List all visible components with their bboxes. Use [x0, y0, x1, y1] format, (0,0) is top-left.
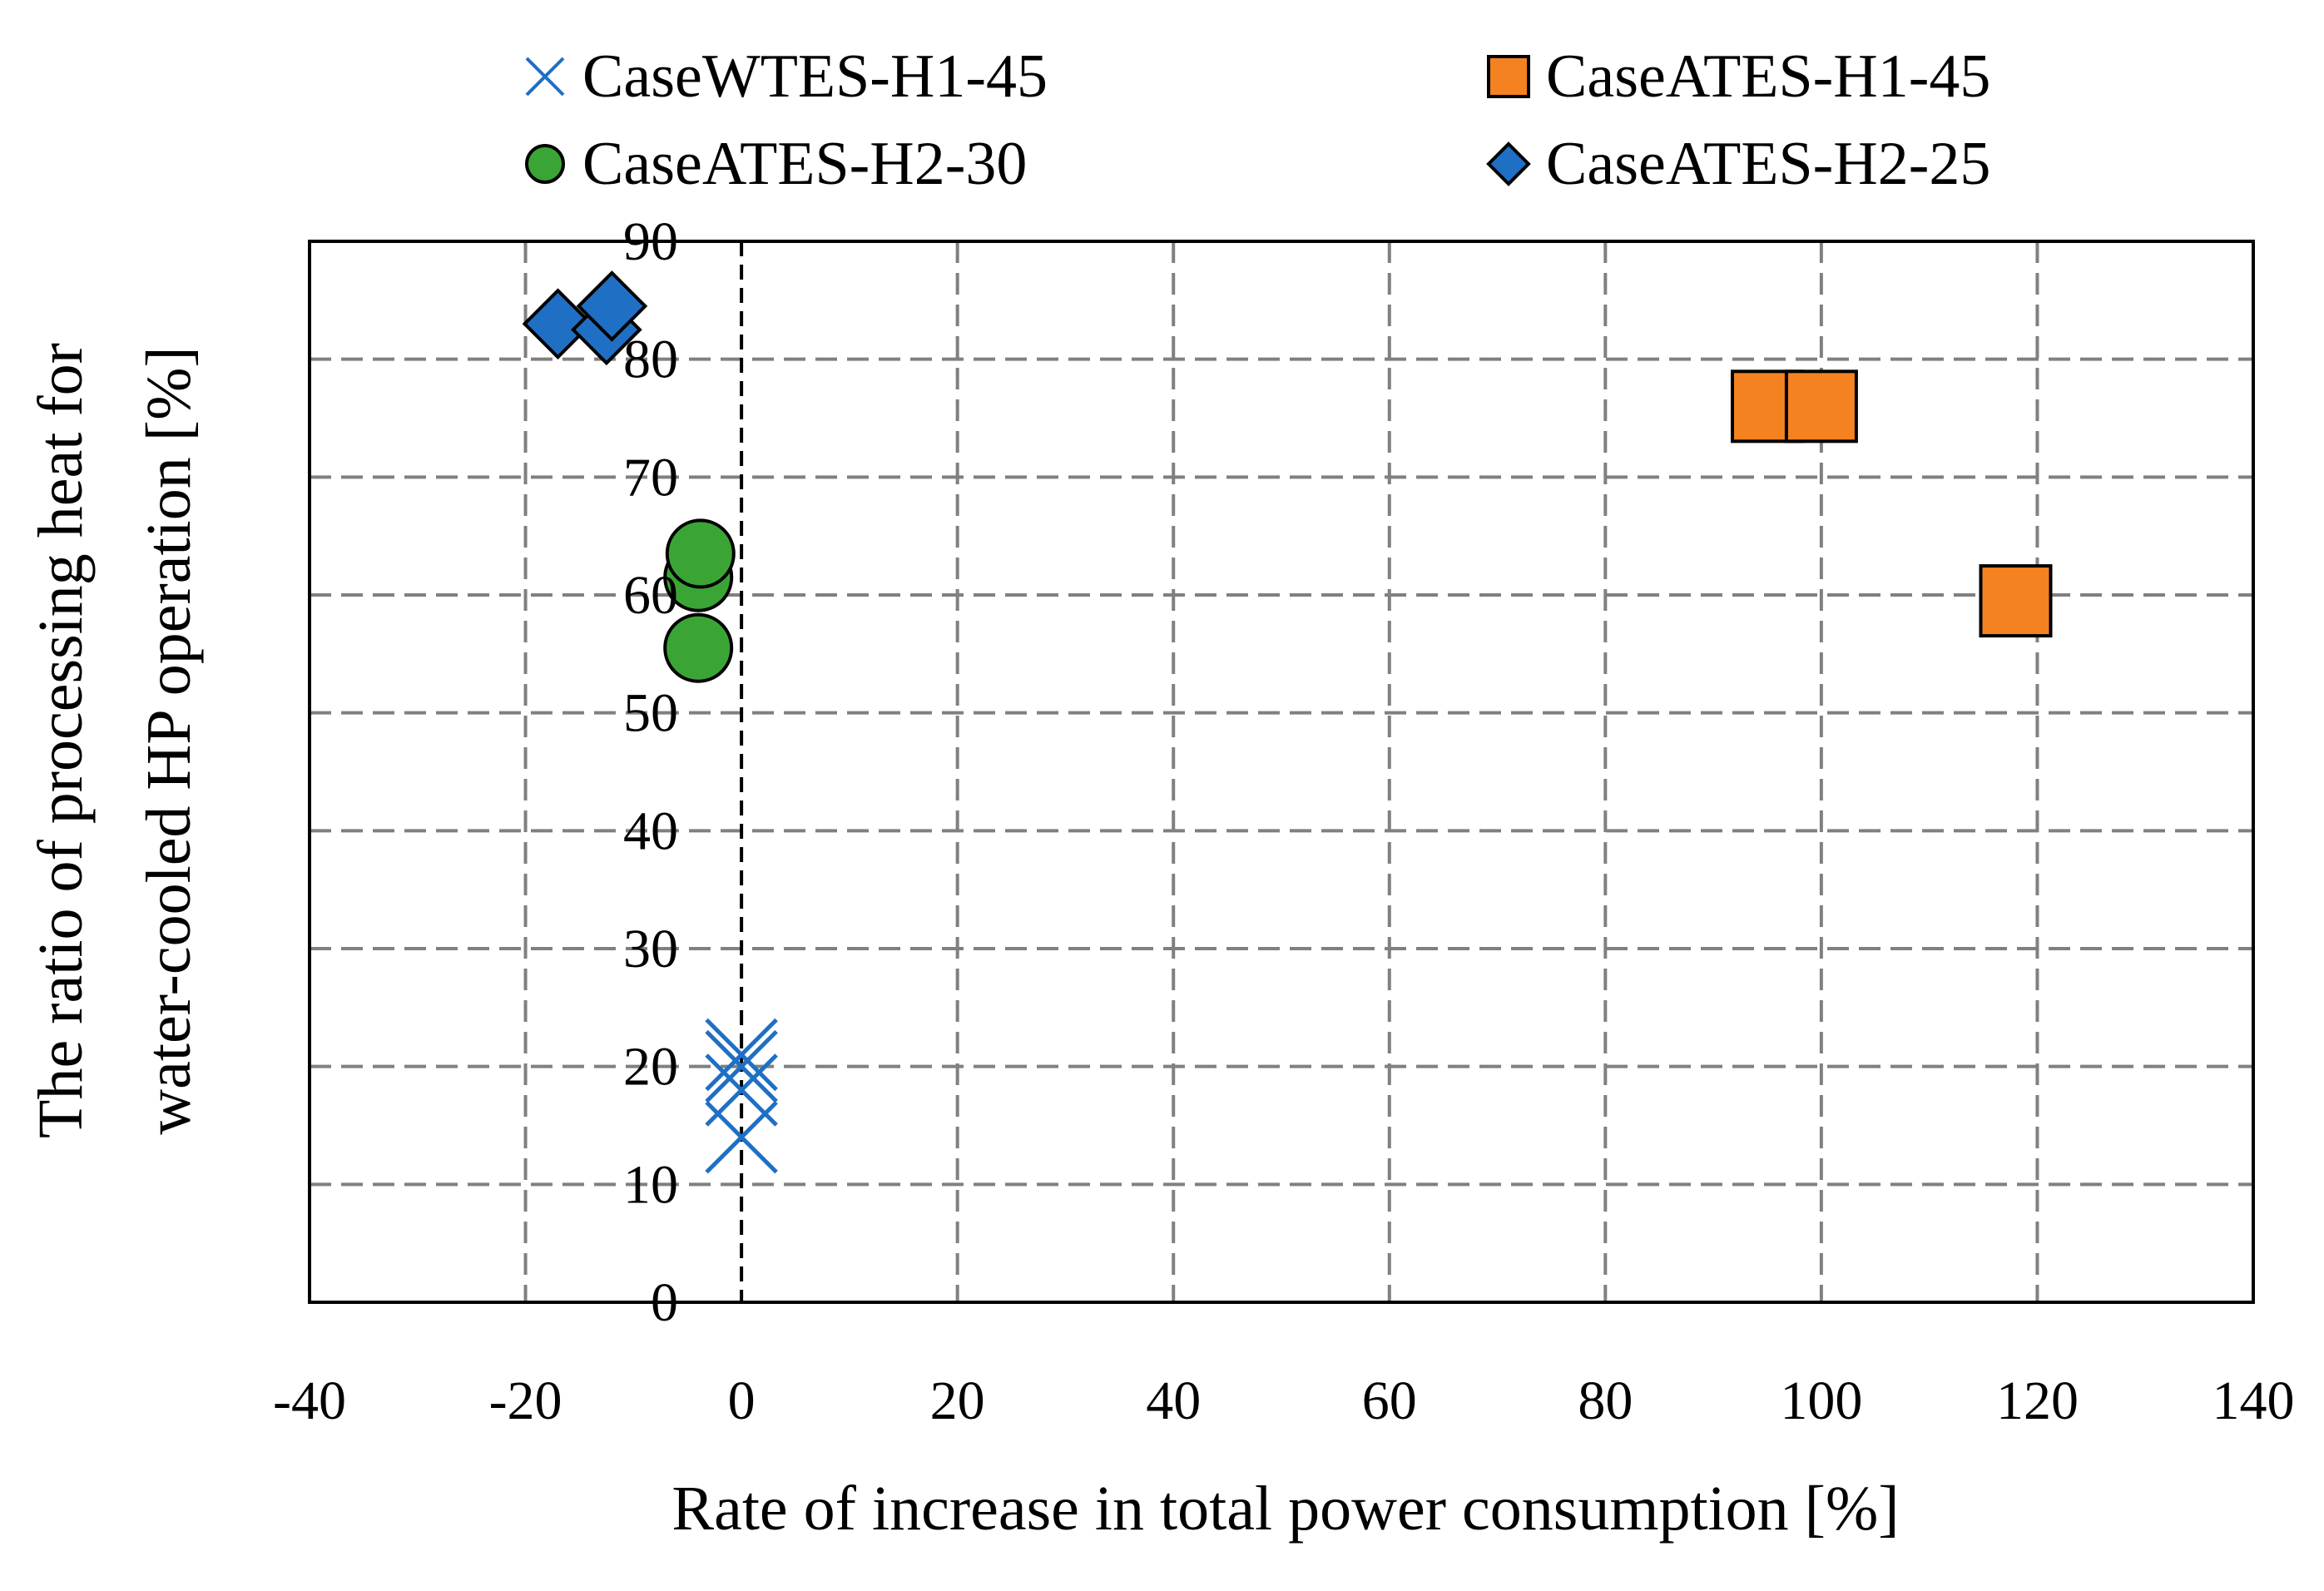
x-axis-label: Rate of increase in total power consumpt…: [671, 1474, 1899, 1544]
legend-marker: [525, 144, 565, 184]
x-tick-label: 40: [1146, 1370, 1201, 1431]
data-point: [705, 1029, 778, 1103]
y-tick-label: 90: [623, 211, 678, 272]
data-point: [522, 288, 594, 359]
series-CaseATES-H2-25: [522, 270, 648, 366]
y-tick-label: 20: [623, 1037, 678, 1098]
y-tick-label: 10: [623, 1154, 678, 1215]
x-tick-label: 120: [1996, 1370, 2079, 1431]
y-tick-label: 30: [623, 919, 678, 979]
data-point: [665, 518, 736, 589]
y-axis-label-line-1: The ratio of processing heat for: [26, 343, 96, 1138]
grid-lines: [310, 241, 2253, 1302]
y-tick-label: 70: [623, 447, 678, 508]
legend-label: CaseATES-H2-30: [582, 130, 1027, 198]
series-CaseATES-H2-30: [663, 518, 736, 683]
x-tick-label: -20: [489, 1370, 562, 1431]
x-tick-label: 20: [930, 1370, 985, 1431]
x-tick-labels: -40 -20 0 20 40 60 80 100 120 140: [273, 1370, 2294, 1431]
data-point: [705, 1053, 778, 1127]
x-tick-label: 60: [1362, 1370, 1417, 1431]
y-axis-label-line-2: water-cooled HP operation [%]: [134, 346, 204, 1134]
legend: CaseWTES-H1-45 CaseATES-H1-45 CaseATES-H2-…: [525, 42, 1990, 198]
legend-marker: [1487, 55, 1530, 98]
y-tick-label: 60: [623, 565, 678, 626]
series-CaseATES-H1-45: [1731, 369, 2053, 638]
data-point: [1979, 564, 2053, 638]
y-axis-label: The ratio of processing heat for water-c…: [26, 343, 204, 1138]
legend-marker: [525, 57, 565, 97]
x-tick-label: 140: [2213, 1370, 2295, 1431]
legend-entry: CaseATES-H2-30: [525, 130, 1027, 198]
data-points: [522, 270, 2053, 1174]
data-point: [705, 1018, 778, 1092]
y-tick-labels: 0 10 20 30 40 50 60 70 80 90: [623, 211, 678, 1333]
legend-entry: CaseATES-H1-45: [1487, 42, 1990, 111]
y-tick-label: 50: [623, 683, 678, 744]
data-point: [576, 270, 648, 342]
x-tick-label: 100: [1780, 1370, 1862, 1431]
data-point: [1784, 369, 1858, 444]
legend-label: CaseATES-H2-25: [1546, 130, 1990, 198]
y-tick-label: 0: [651, 1272, 678, 1333]
legend-label: CaseATES-H1-45: [1546, 42, 1990, 111]
y-tick-label: 80: [623, 330, 678, 390]
legend-label: CaseWTES-H1-45: [582, 42, 1048, 111]
legend-entry: CaseATES-H2-25: [1486, 130, 1990, 198]
data-point: [663, 612, 734, 683]
x-tick-label: 0: [728, 1370, 756, 1431]
legend-entry: CaseWTES-H1-45: [525, 42, 1048, 111]
x-tick-label: -40: [273, 1370, 346, 1431]
legend-marker: [1486, 141, 1531, 186]
x-tick-label: 80: [1578, 1370, 1633, 1431]
plot-frame: [308, 240, 2255, 1304]
series-CaseWTES-H1-45: [705, 1018, 778, 1174]
y-tick-label: 40: [623, 800, 678, 861]
